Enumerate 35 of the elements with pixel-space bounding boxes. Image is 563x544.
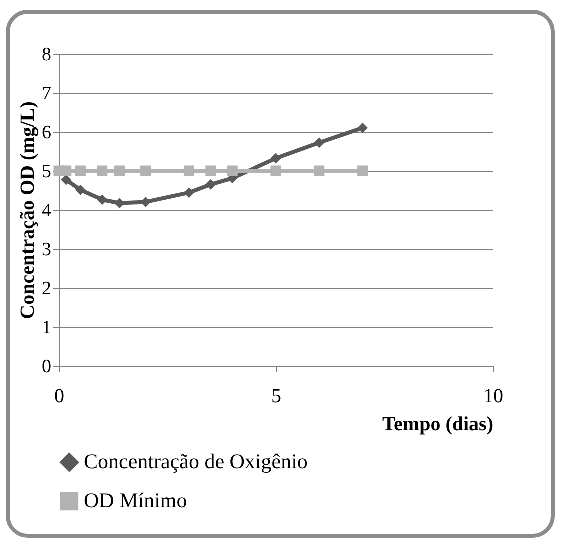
- point: [97, 194, 108, 206]
- y-axis-title: Concentração OD (mg/L): [17, 102, 39, 320]
- x-tick-label: 10: [484, 386, 504, 408]
- point: [270, 153, 282, 164]
- point: [97, 166, 108, 176]
- point: [184, 166, 194, 176]
- point: [75, 184, 86, 196]
- point: [61, 166, 72, 176]
- y-tick-label: 2: [42, 278, 52, 300]
- y-tick-label: 3: [42, 240, 52, 260]
- point: [227, 166, 238, 176]
- point: [184, 188, 194, 198]
- legend-label: Concentração de Oxigênio: [84, 450, 308, 474]
- point: [140, 166, 152, 176]
- y-tick-label: 1: [42, 318, 52, 338]
- y-tick-label: 6: [42, 122, 52, 144]
- point: [358, 166, 368, 176]
- point: [206, 179, 216, 190]
- y-tick-label: 4: [42, 200, 52, 222]
- point: [358, 122, 368, 134]
- y-tick-label: 0: [42, 356, 52, 378]
- point: [114, 166, 126, 176]
- point: [75, 166, 86, 176]
- point: [314, 166, 325, 176]
- x-tick-label: 5: [272, 386, 282, 408]
- point: [140, 196, 152, 208]
- point: [314, 138, 325, 148]
- point: [206, 166, 216, 176]
- point: [270, 166, 282, 176]
- y-tick-label: 7: [42, 84, 52, 104]
- y-tick-label: 5: [42, 162, 52, 182]
- point: [61, 174, 72, 186]
- x-axis-title: Tempo (dias): [382, 414, 494, 436]
- y-tick-label: 8: [42, 44, 52, 66]
- legend-label: OD Mínimo: [84, 488, 188, 512]
